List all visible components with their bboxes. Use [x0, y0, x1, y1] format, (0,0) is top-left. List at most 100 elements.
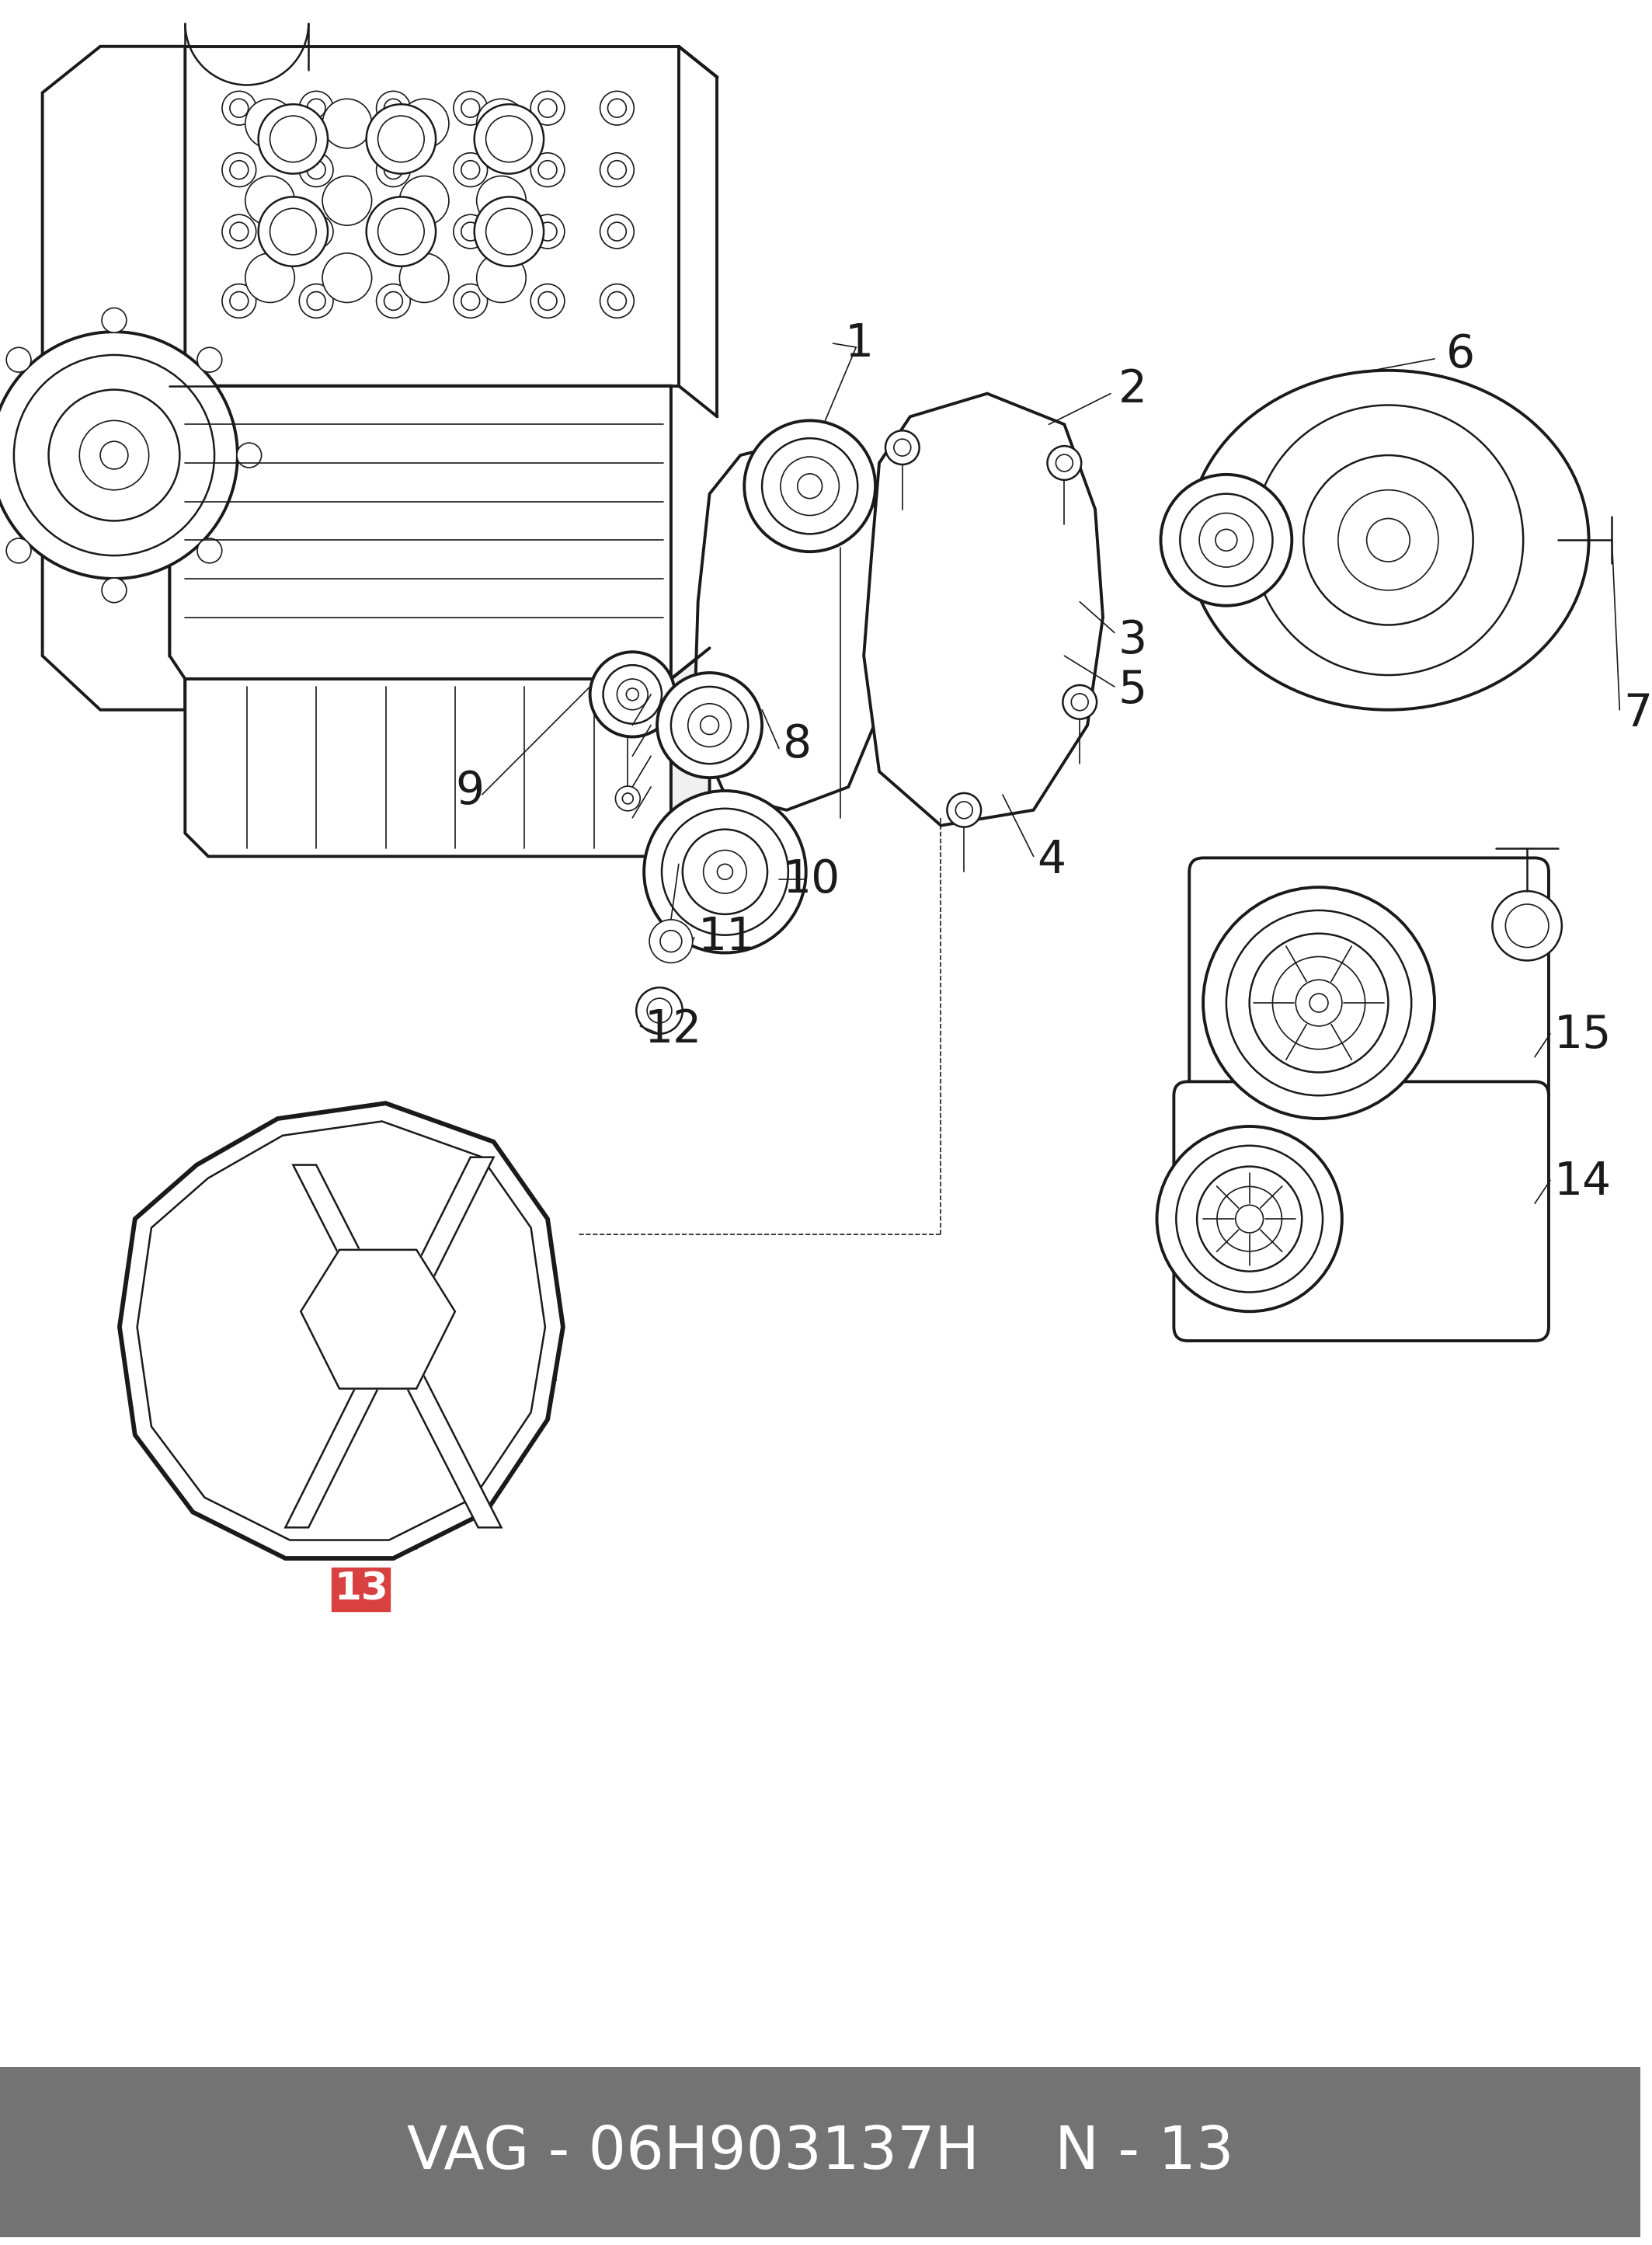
Circle shape — [307, 292, 325, 310]
Circle shape — [7, 348, 31, 373]
Circle shape — [1180, 494, 1272, 586]
Text: 9: 9 — [454, 768, 484, 813]
Circle shape — [648, 999, 672, 1024]
Circle shape — [197, 348, 221, 373]
Circle shape — [230, 292, 248, 310]
Circle shape — [671, 687, 748, 763]
Circle shape — [454, 285, 487, 319]
Circle shape — [461, 99, 479, 117]
Circle shape — [1366, 519, 1409, 561]
Text: 6: 6 — [1446, 332, 1475, 377]
Circle shape — [662, 808, 788, 936]
Circle shape — [955, 801, 973, 819]
Circle shape — [486, 117, 532, 162]
Circle shape — [299, 153, 334, 186]
Circle shape — [616, 786, 639, 810]
Circle shape — [644, 790, 806, 952]
Circle shape — [682, 828, 768, 914]
Circle shape — [1070, 694, 1089, 712]
Circle shape — [1303, 456, 1474, 624]
Circle shape — [221, 216, 256, 249]
Circle shape — [322, 254, 372, 303]
Text: 7: 7 — [1624, 691, 1652, 736]
Circle shape — [661, 929, 682, 952]
FancyBboxPatch shape — [332, 1567, 390, 1612]
Circle shape — [244, 175, 294, 224]
Circle shape — [322, 99, 372, 148]
Circle shape — [1216, 530, 1237, 550]
Circle shape — [1226, 911, 1411, 1096]
Circle shape — [322, 175, 372, 224]
Polygon shape — [286, 1156, 494, 1527]
Circle shape — [1198, 1167, 1302, 1271]
Circle shape — [1338, 489, 1439, 590]
Circle shape — [230, 162, 248, 180]
Circle shape — [1249, 934, 1388, 1073]
Circle shape — [461, 222, 479, 240]
Circle shape — [377, 92, 410, 126]
Polygon shape — [185, 678, 671, 855]
Circle shape — [600, 153, 634, 186]
Circle shape — [7, 539, 31, 563]
Circle shape — [461, 292, 479, 310]
FancyBboxPatch shape — [1189, 858, 1548, 1131]
Circle shape — [244, 99, 294, 148]
Circle shape — [269, 117, 316, 162]
Circle shape — [780, 456, 839, 516]
Circle shape — [530, 153, 565, 186]
Circle shape — [1505, 905, 1548, 947]
Circle shape — [636, 988, 682, 1033]
Circle shape — [1161, 474, 1292, 606]
Text: 8: 8 — [783, 723, 811, 766]
Circle shape — [258, 198, 327, 267]
Circle shape — [378, 209, 425, 254]
Circle shape — [236, 442, 261, 467]
Circle shape — [1295, 979, 1341, 1026]
Circle shape — [474, 103, 544, 173]
Text: 4: 4 — [1037, 837, 1066, 882]
Circle shape — [299, 285, 334, 319]
Circle shape — [102, 577, 127, 602]
Circle shape — [307, 162, 325, 180]
Circle shape — [454, 216, 487, 249]
Polygon shape — [43, 47, 185, 709]
Circle shape — [477, 254, 525, 303]
Circle shape — [745, 420, 876, 552]
Circle shape — [623, 792, 633, 804]
Bar — [0, 2068, 1640, 2238]
Circle shape — [687, 703, 732, 748]
Circle shape — [530, 285, 565, 319]
Circle shape — [1272, 956, 1365, 1048]
Circle shape — [383, 162, 403, 180]
Circle shape — [230, 99, 248, 117]
Circle shape — [367, 103, 436, 173]
Circle shape — [377, 285, 410, 319]
Circle shape — [616, 678, 648, 709]
Circle shape — [600, 216, 634, 249]
Circle shape — [530, 216, 565, 249]
Circle shape — [13, 355, 215, 555]
Circle shape — [657, 674, 762, 777]
Circle shape — [603, 665, 662, 723]
Circle shape — [530, 92, 565, 126]
Circle shape — [474, 198, 544, 267]
Text: 13: 13 — [334, 1571, 388, 1607]
Circle shape — [454, 92, 487, 126]
Circle shape — [600, 285, 634, 319]
Circle shape — [608, 99, 626, 117]
Circle shape — [1047, 447, 1082, 480]
Circle shape — [221, 285, 256, 319]
Circle shape — [626, 689, 639, 700]
Circle shape — [367, 198, 436, 267]
Circle shape — [0, 332, 238, 579]
Circle shape — [717, 864, 733, 880]
Polygon shape — [694, 440, 895, 810]
Text: 3: 3 — [1118, 617, 1146, 662]
Circle shape — [894, 440, 910, 456]
Ellipse shape — [1188, 370, 1589, 709]
Circle shape — [377, 153, 410, 186]
Circle shape — [102, 308, 127, 332]
Circle shape — [299, 92, 334, 126]
Circle shape — [221, 153, 256, 186]
Circle shape — [221, 92, 256, 126]
